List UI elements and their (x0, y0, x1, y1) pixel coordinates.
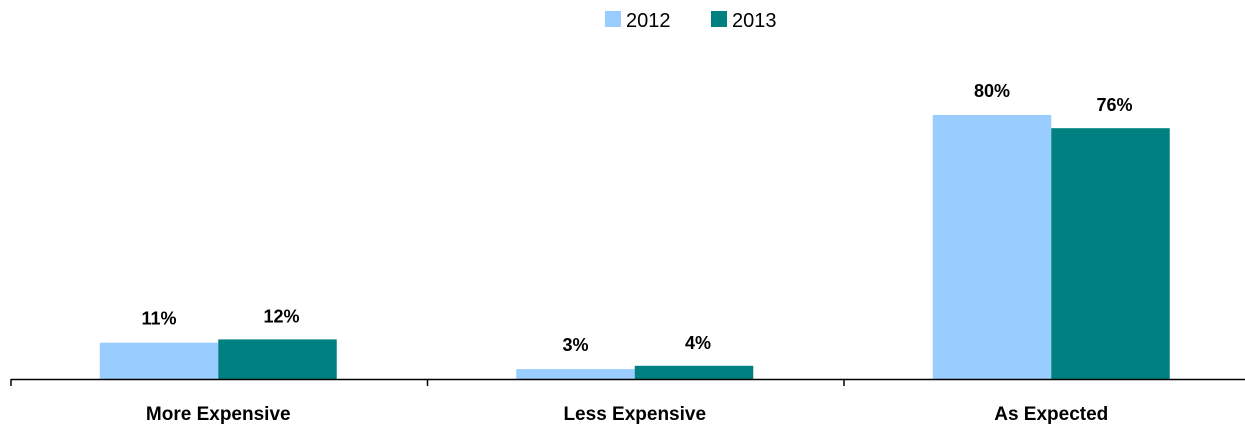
value-labels: 11% 12% 3% 4% 80% 76% (141, 81, 1132, 355)
x-axis (10, 378, 1245, 386)
data-label-2012-less-expensive: 3% (562, 335, 588, 355)
data-label-2013-as-expected: 76% (1096, 95, 1132, 115)
data-label-2012-as-expected: 80% (974, 81, 1010, 101)
bar-2012-less-expensive (516, 369, 635, 379)
bar-2013-less-expensive (634, 365, 754, 379)
bar-2013-more-expensive (218, 339, 337, 379)
category-label-less-expensive: Less Expensive (563, 404, 706, 425)
category-label-as-expected: As Expected (994, 404, 1108, 425)
bar-2013-as-expected (1051, 128, 1170, 379)
legend-label-2012: 2012 (626, 10, 671, 32)
legend-label-2013: 2013 (732, 10, 777, 32)
category-label-more-expensive: More Expensive (146, 404, 291, 425)
category-labels: More Expensive Less Expensive As Expected (146, 404, 1108, 425)
legend-swatch-2012 (605, 11, 621, 27)
bars (99, 115, 1170, 379)
bar-2012-more-expensive (99, 342, 219, 379)
data-label-2012-more-expensive: 11% (141, 309, 176, 329)
legend-swatch-2013 (711, 11, 727, 27)
data-label-2013-more-expensive: 12% (263, 306, 299, 326)
data-label-2013-less-expensive: 4% (685, 333, 711, 353)
legend: 2012 2013 (605, 10, 777, 32)
bar-2012-as-expected (932, 115, 1052, 379)
